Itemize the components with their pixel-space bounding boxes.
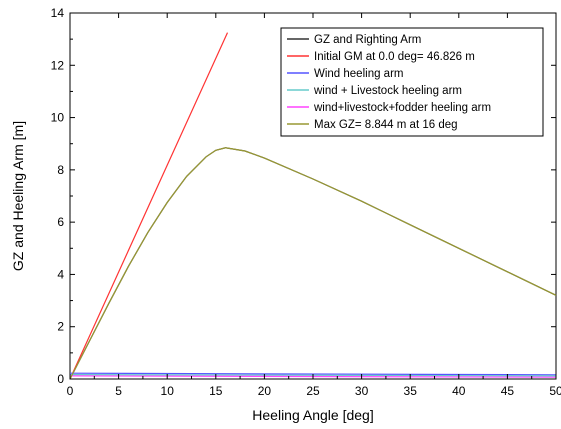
- series-line-6: [69, 147, 557, 380]
- y-axis-label: GZ and Heeling Arm [m]: [10, 121, 26, 271]
- legend-label-4: wind + Livestock heeling arm: [313, 85, 462, 97]
- x-tick-label: 20: [258, 384, 272, 398]
- x-tick-label: 35: [404, 384, 418, 398]
- legend-label-6: Max GZ= 8.844 m at 16 deg: [314, 119, 458, 131]
- series-line-2: [69, 32, 229, 380]
- legend: GZ and Righting Arm Initial GM at 0.0 deg…: [280, 27, 544, 137]
- axes-layer: 0 5 10 15 20 25 30 35 40 45 50 0 2 4 6 8 10 12 14: [51, 6, 561, 398]
- x-tick-label: 5: [115, 384, 122, 398]
- legend-box: [280, 27, 544, 137]
- y-tick-label: 10: [51, 111, 65, 125]
- x-tick-label: 30: [355, 384, 369, 398]
- x-tick-label: 10: [161, 384, 175, 398]
- y-tick-label: 0: [57, 372, 64, 386]
- x-axis-label: Heeling Angle [deg]: [252, 407, 373, 423]
- x-tick-label: 25: [306, 384, 320, 398]
- y-tick-label: 2: [57, 320, 64, 334]
- y-tick-label: 4: [57, 267, 64, 281]
- y-tick-label: 14: [51, 6, 65, 20]
- x-tick-label: 40: [452, 384, 466, 398]
- x-tick-label: 50: [549, 384, 561, 398]
- x-tick-label: 0: [67, 384, 74, 398]
- y-tick-label: 12: [51, 58, 65, 72]
- legend-label-5: wind+livestock+fodder heeling arm: [313, 102, 491, 114]
- y-tick-label: 8: [57, 163, 64, 177]
- legend-label-3: Wind heeling arm: [314, 68, 403, 80]
- x-tick-label: 45: [501, 384, 515, 398]
- legend-label-2: Initial GM at 0.0 deg= 46.826 m: [314, 51, 475, 63]
- y-tick-label: 6: [57, 215, 64, 229]
- x-tick-label: 15: [209, 384, 223, 398]
- legend-label-1: GZ and Righting Arm: [314, 34, 421, 46]
